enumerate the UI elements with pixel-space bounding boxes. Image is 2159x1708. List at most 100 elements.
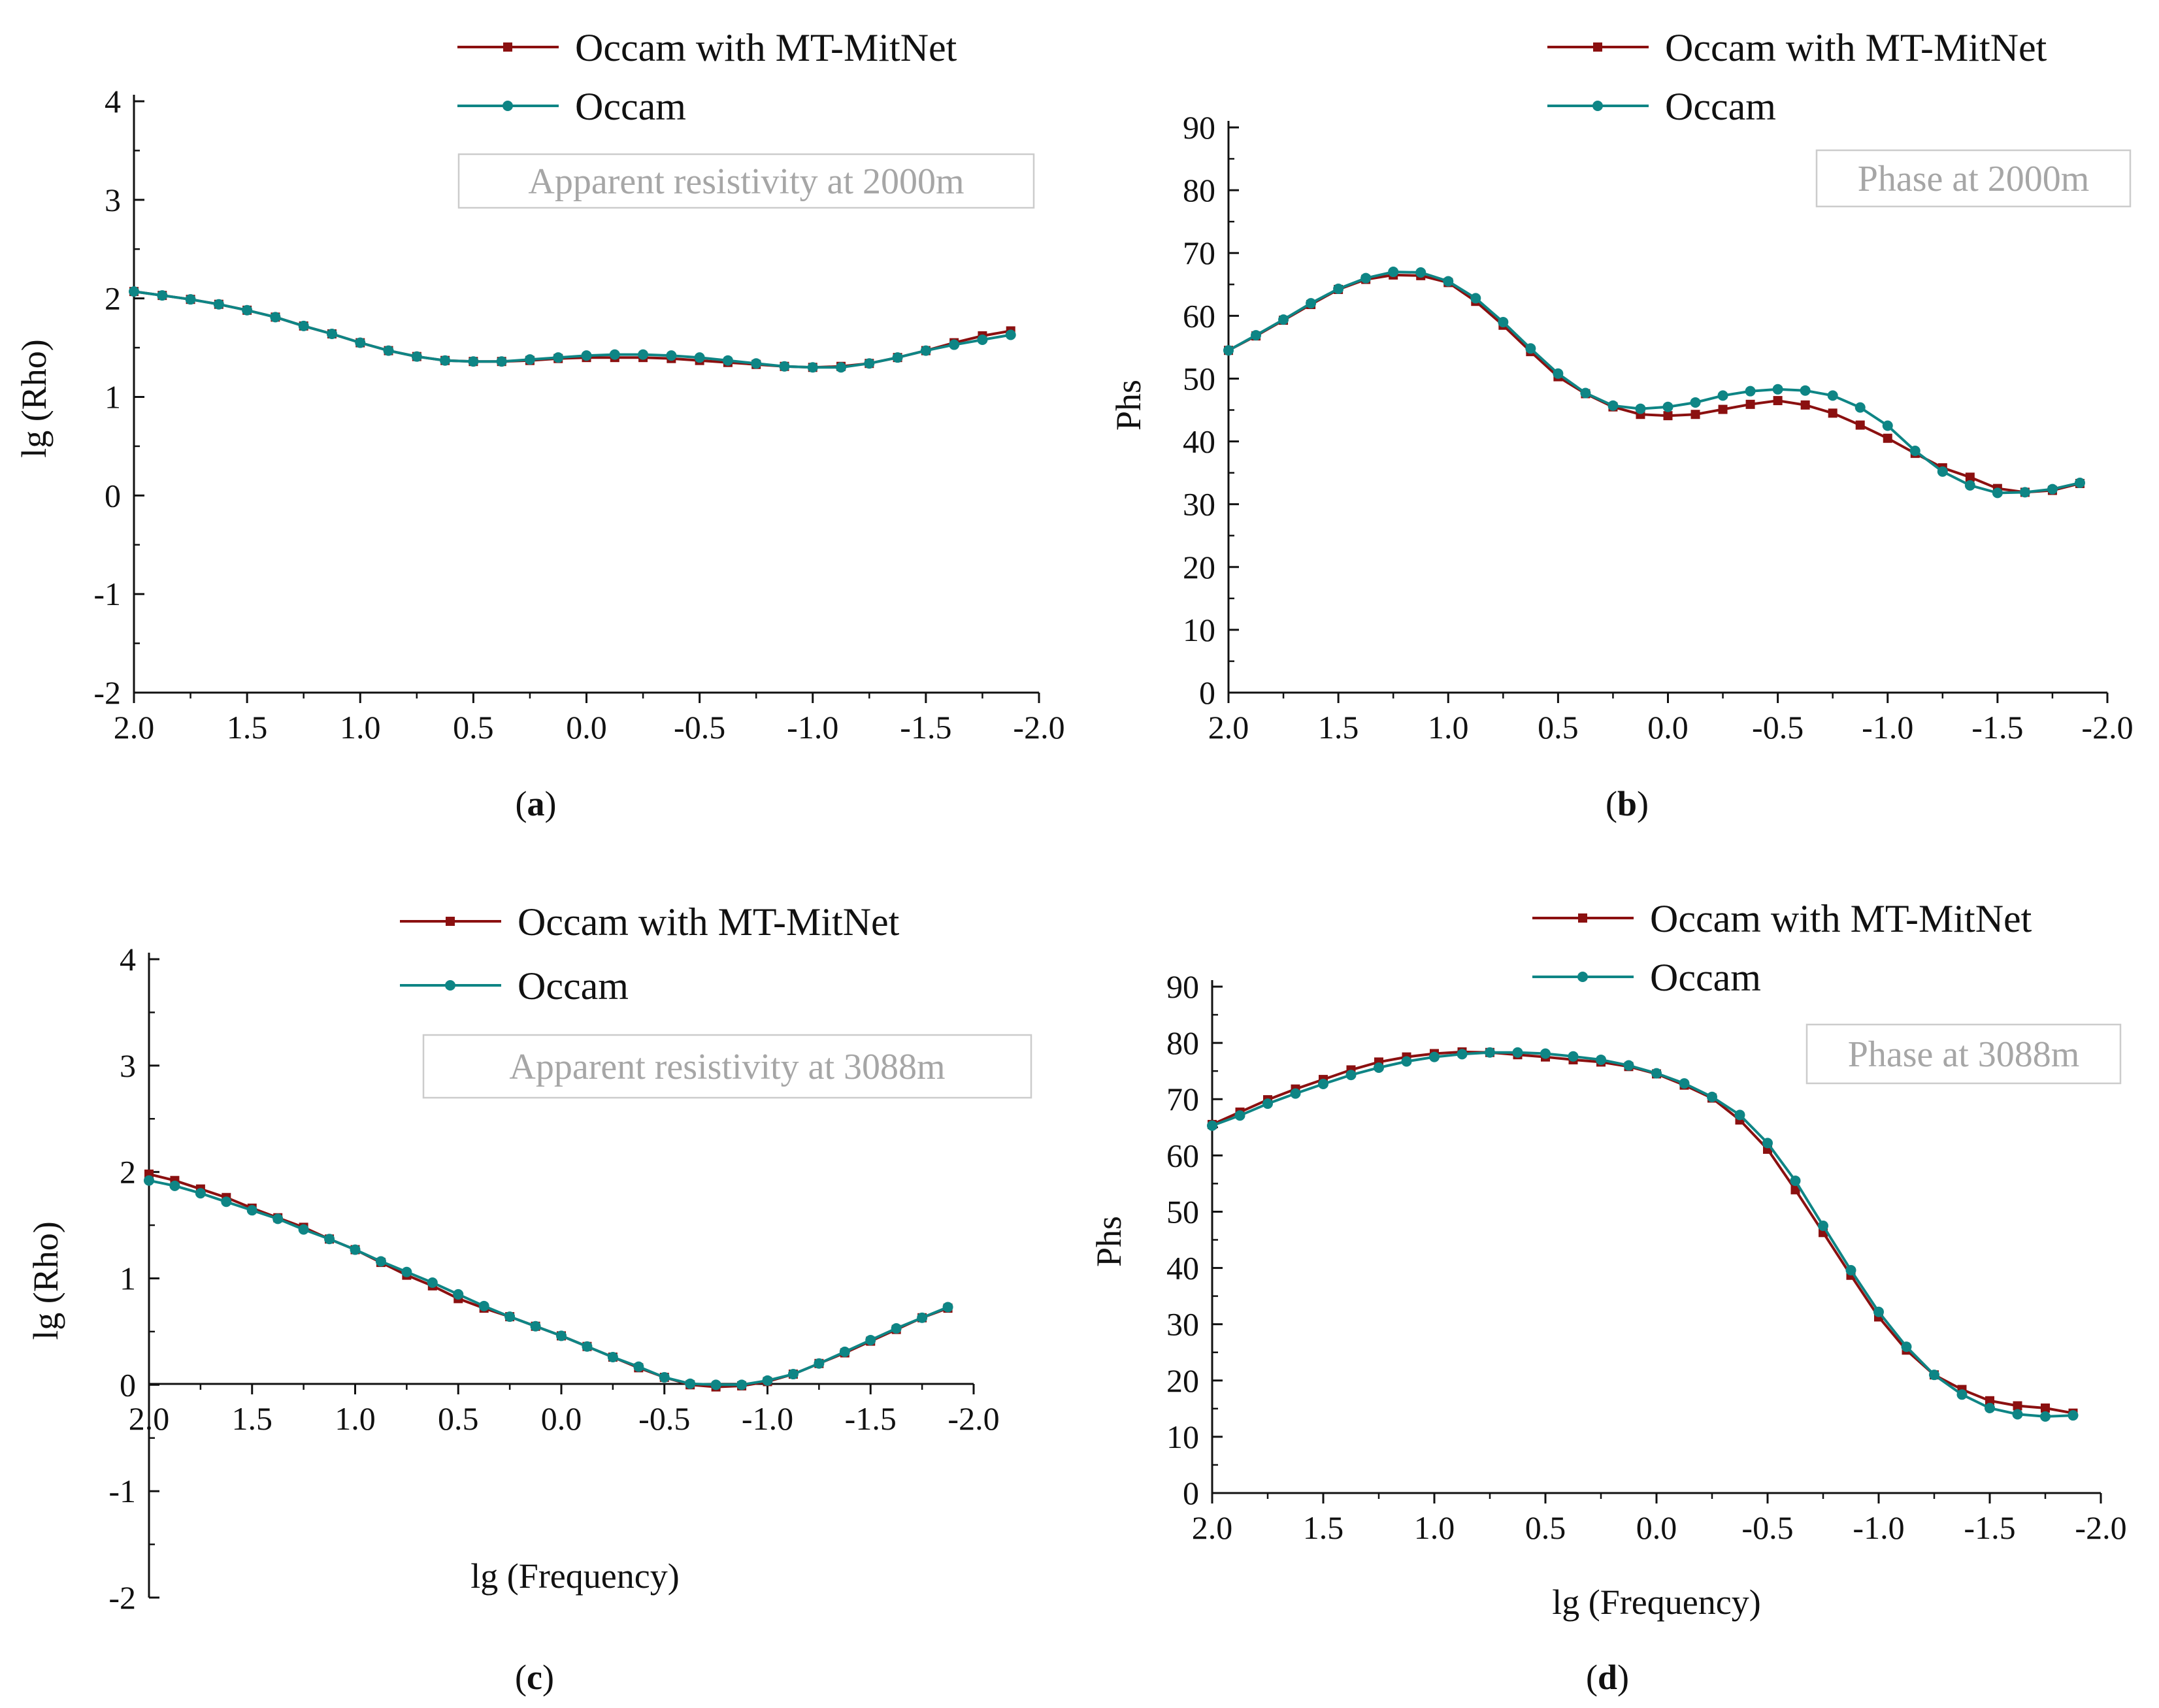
data-point	[1388, 267, 1399, 278]
panel-label-open-paren: (	[515, 1658, 527, 1697]
panel-label-letter: d	[1598, 1658, 1617, 1697]
legend-item: Occam with MT-MitNet	[1547, 26, 2047, 69]
x-tick-label: -1.0	[742, 1400, 793, 1437]
data-point	[298, 320, 309, 331]
y-tick-label: 2	[120, 1154, 136, 1191]
legend-item: Occam	[400, 964, 629, 1008]
data-point	[1290, 1088, 1301, 1099]
data-point	[1662, 401, 1673, 412]
data-point	[787, 1369, 799, 1380]
x-tick-label: 0.0	[566, 709, 607, 746]
series-line	[1228, 273, 2081, 494]
legend-label: Occam with MT-MitNet	[1665, 26, 2047, 69]
data-point	[375, 1256, 386, 1267]
data-point	[977, 335, 988, 346]
data-point	[638, 349, 649, 360]
data-point	[2013, 1401, 2022, 1411]
data-point	[582, 1341, 593, 1352]
x-tick-label: 1.0	[1414, 1509, 1455, 1546]
data-point	[1223, 345, 1234, 356]
data-point	[556, 1330, 567, 1341]
data-point	[710, 1379, 721, 1390]
data-point	[949, 339, 960, 350]
y-tick-label: 80	[1183, 172, 1215, 208]
data-point	[1734, 1109, 1745, 1121]
data-point	[2047, 484, 2058, 495]
y-tick-label: 3	[120, 1047, 136, 1084]
data-point	[1485, 1047, 1495, 1058]
data-point	[1707, 1091, 1717, 1102]
data-point	[1374, 1062, 1384, 1073]
legend-label: Occam with MT-MitNet	[575, 26, 957, 69]
data-point	[1635, 403, 1646, 414]
data-point	[779, 361, 790, 372]
x-tick-label: 1.0	[1428, 709, 1469, 746]
x-tick-label: -1.5	[845, 1400, 897, 1437]
chart-panel-d: 0 10 20 30 40 50 60 70 80 90 2.0 1.5 1.0 0.5 0.0 -0.5 -1…	[1089, 897, 2127, 1697]
panel-label-letter: c	[527, 1658, 542, 1697]
data-point	[1964, 480, 1975, 491]
annotation-box	[1805, 1023, 2122, 1085]
legend-marker-circle	[503, 101, 513, 111]
y-tick-label: 4	[120, 941, 136, 977]
data-point	[1360, 272, 1372, 284]
data-point	[1512, 1047, 1523, 1058]
data-point	[2012, 1409, 2023, 1420]
series-line	[133, 290, 1012, 369]
data-point	[1580, 387, 1591, 399]
series-occam-with-mt-mitnet	[1208, 1047, 2078, 1418]
panel-label: (b)	[1606, 784, 1649, 823]
data-point	[581, 350, 592, 361]
legend-item: Occam	[1532, 956, 1761, 999]
data-point	[1772, 384, 1783, 395]
x-tick-label: -2.0	[1013, 709, 1064, 746]
data-point	[524, 354, 535, 365]
data-point	[468, 356, 479, 367]
y-tick-label: 0	[1199, 674, 1215, 711]
legend-marker-square	[1578, 913, 1587, 923]
x-tick-label: 0.5	[438, 1400, 479, 1437]
panel-label: (d)	[1586, 1658, 1629, 1697]
data-point	[1901, 1341, 1912, 1353]
data-point	[1790, 1175, 1801, 1187]
legend-marker-circle	[445, 980, 455, 991]
panel-label: (a)	[516, 784, 557, 823]
data-point	[1745, 386, 1756, 397]
y-tick-label: 50	[1166, 1193, 1199, 1230]
data-point	[807, 362, 818, 373]
y-tick-label: 0	[1183, 1475, 1199, 1511]
data-point	[383, 345, 394, 356]
x-tick-label: -0.5	[638, 1400, 690, 1437]
data-point	[1762, 1138, 1773, 1149]
data-point	[751, 358, 762, 369]
data-point	[736, 1379, 748, 1390]
series-line	[1211, 1050, 2073, 1415]
data-point	[1607, 400, 1619, 411]
panel-label-close-paren: )	[1617, 1658, 1629, 1697]
x-axis-title: lg (Frequency)	[1552, 1583, 1760, 1622]
x-tick-label: 1.5	[232, 1400, 273, 1437]
x-tick-label: -2.0	[2075, 1509, 2126, 1546]
data-point	[1415, 267, 1426, 278]
data-point	[1553, 368, 1564, 379]
data-point	[1690, 397, 1701, 408]
x-tick-label: -2.0	[2081, 709, 2133, 746]
panel-label-close-paren: )	[545, 784, 557, 823]
data-point	[1498, 316, 1509, 327]
y-tick-label: 0	[105, 477, 121, 514]
y-tick-label: 1	[105, 379, 121, 416]
data-point	[864, 358, 875, 369]
data-point	[1429, 1051, 1440, 1062]
series-occam-with-mt-mitnet	[129, 287, 1015, 372]
data-point	[1306, 298, 1317, 309]
data-point	[185, 294, 196, 305]
x-tick-label: 1.0	[335, 1400, 376, 1437]
x-tick-label: -0.5	[1741, 1509, 1793, 1546]
panel-label-open-paren: (	[1606, 784, 1617, 823]
x-tick-label: 1.5	[227, 709, 268, 746]
data-point	[1909, 445, 1920, 456]
data-point	[270, 312, 281, 323]
data-point	[1005, 329, 1016, 340]
x-tick-label: 2.0	[1192, 1509, 1233, 1546]
data-point	[478, 1300, 489, 1311]
